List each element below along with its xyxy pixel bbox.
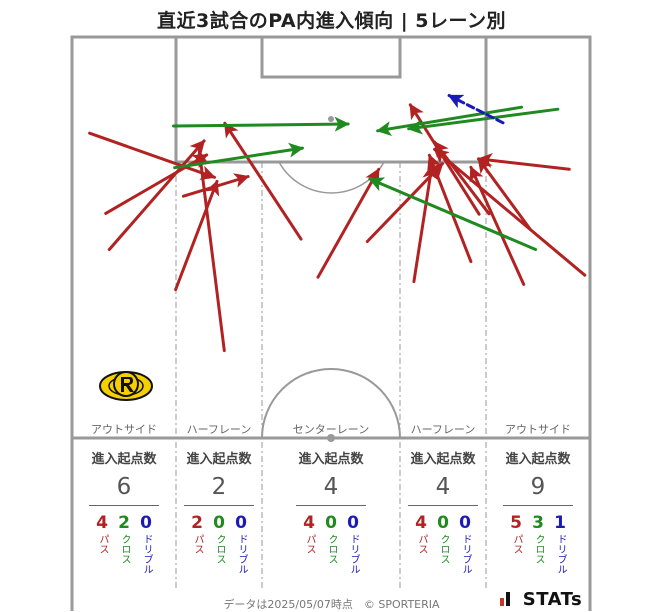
pass-label: パス bbox=[304, 534, 315, 554]
dribble-count: 0 bbox=[235, 513, 247, 533]
pass-arrow bbox=[477, 152, 571, 171]
pass-count: 4 bbox=[303, 513, 315, 533]
dribble-count: 1 bbox=[554, 513, 566, 533]
pass-count: 4 bbox=[415, 513, 427, 533]
pass-count: 4 bbox=[96, 513, 108, 533]
lane-label-center: センターレーン bbox=[292, 423, 370, 436]
pass-arrow bbox=[107, 139, 206, 251]
pass-label: パス bbox=[192, 534, 203, 554]
pass-arrow bbox=[223, 121, 303, 241]
pass-count: 5 bbox=[510, 513, 522, 533]
dribble-label: ドリブル bbox=[236, 534, 247, 574]
cross-count: 0 bbox=[325, 513, 337, 533]
dribble-arrow bbox=[447, 94, 505, 125]
entry-count-total: 4 bbox=[323, 474, 339, 500]
penalty-area bbox=[174, 35, 488, 164]
cross-arrow bbox=[172, 116, 350, 132]
stats-logo-text: STATs bbox=[522, 589, 583, 610]
pass-arrow bbox=[433, 147, 587, 277]
entry-count-total: 9 bbox=[530, 474, 546, 500]
pass-label: パス bbox=[97, 534, 108, 554]
lane-label-half-right: ハーフレーン bbox=[410, 423, 476, 436]
lane-stats-outside-left: 進入起点数 6 4 パス 2 クロス 0 ドリブル bbox=[72, 448, 176, 574]
pass-label: パス bbox=[511, 534, 522, 554]
entry-count-heading: 進入起点数 bbox=[298, 452, 364, 467]
dribble-label: ドリブル bbox=[348, 534, 359, 574]
entry-arrows bbox=[88, 94, 587, 353]
dribble-count: 0 bbox=[347, 513, 359, 533]
cross-count: 0 bbox=[437, 513, 449, 533]
pass-arrow bbox=[181, 173, 250, 198]
cross-count: 2 bbox=[118, 513, 130, 533]
cross-arrow bbox=[376, 105, 524, 137]
lane-label-outside-right: アウトサイド bbox=[505, 423, 571, 436]
center-circle bbox=[261, 368, 401, 439]
lane-stats-outside-right: 進入起点数 9 5 パス 3 クロス 1 ドリブル bbox=[486, 448, 590, 574]
cross-label: クロス bbox=[438, 534, 449, 564]
kashiwa-reysol-crest-icon bbox=[99, 371, 153, 401]
lane-label-outside-left: アウトサイド bbox=[91, 423, 157, 436]
dribble-label: ドリブル bbox=[460, 534, 471, 574]
lane-stats-half-left: 進入起点数 2 2 パス 0 クロス 0 ドリブル bbox=[176, 448, 262, 574]
footer-credit: データは2025/05/07時点 © SPORTERIA bbox=[223, 598, 440, 611]
lane-stats-half-right: 進入起点数 4 4 パス 0 クロス 0 ドリブル bbox=[400, 448, 486, 574]
lane-stats-center: 進入起点数 4 4 パス 0 クロス 0 ドリブル bbox=[262, 448, 400, 574]
pass-arrow bbox=[174, 179, 220, 292]
center-spot bbox=[327, 434, 335, 442]
cross-count: 0 bbox=[213, 513, 225, 533]
entry-count-total: 6 bbox=[116, 474, 132, 500]
dribble-label: ドリブル bbox=[555, 534, 566, 574]
pass-label: パス bbox=[416, 534, 427, 554]
lane-dividers bbox=[175, 162, 487, 590]
penalty-spot bbox=[328, 116, 334, 122]
entry-count-total: 4 bbox=[435, 474, 451, 500]
dribble-count: 0 bbox=[459, 513, 471, 533]
pass-arrow bbox=[316, 167, 381, 279]
pass-arrow bbox=[88, 131, 216, 180]
cross-label: クロス bbox=[533, 534, 544, 564]
dribble-label: ドリブル bbox=[141, 534, 152, 574]
pass-arrow bbox=[412, 163, 438, 284]
stats-logo: STATs bbox=[500, 589, 582, 610]
pass-arrow bbox=[433, 140, 491, 216]
stats-bars-icon bbox=[500, 592, 510, 606]
pass-count: 2 bbox=[191, 513, 203, 533]
cross-label: クロス bbox=[119, 534, 130, 564]
cross-count: 3 bbox=[532, 513, 544, 533]
cross-label: クロス bbox=[326, 534, 337, 564]
pass-arrow bbox=[427, 153, 473, 264]
chart-title: 直近3試合のPA内進入傾向 | 5レーン別 bbox=[156, 10, 507, 32]
cross-label: クロス bbox=[214, 534, 225, 564]
pass-arrow bbox=[193, 149, 226, 353]
lane-label-half-left: ハーフレーン bbox=[186, 423, 252, 436]
entry-count-heading: 進入起点数 bbox=[91, 452, 157, 467]
cross-arrow bbox=[368, 177, 538, 251]
dribble-count: 0 bbox=[140, 513, 152, 533]
cross-arrow bbox=[173, 142, 304, 170]
pass-arrow bbox=[477, 157, 532, 231]
entry-count-heading: 進入起点数 bbox=[410, 452, 476, 467]
cross-arrow bbox=[407, 107, 560, 135]
goal-area bbox=[260, 35, 402, 79]
entry-count-heading: 進入起点数 bbox=[186, 452, 252, 467]
entry-count-heading: 進入起点数 bbox=[505, 452, 571, 467]
entry-count-total: 2 bbox=[211, 474, 227, 500]
